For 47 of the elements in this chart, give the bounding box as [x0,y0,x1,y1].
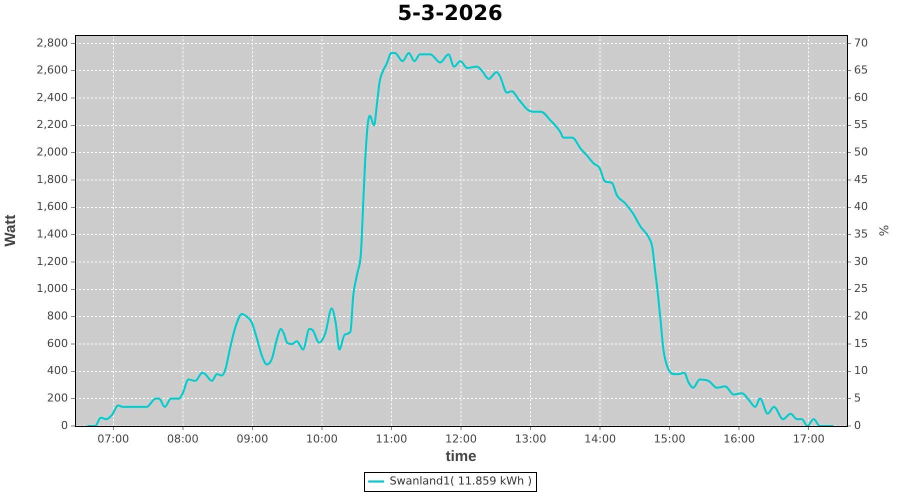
y-tick-label: 800 [47,310,68,323]
y-tick-label: 1,600 [36,200,68,214]
y-tick-label: 1,200 [36,254,68,268]
y2-tick-label: 20 [854,310,868,323]
y2-tick-label: 55 [854,118,868,132]
y2-tick-label: 50 [854,146,868,159]
y-tick-label: 1,400 [36,228,68,241]
y-tick-label: 600 [47,336,68,350]
y2-tick-label: 35 [854,228,868,241]
x-tick-label: 07:00 [97,432,130,446]
y-tick-label: 1,800 [36,172,68,186]
x-tick-label: 11:00 [376,432,408,446]
y2-tick-label: 25 [854,282,868,296]
y2-tick-label: 40 [854,200,868,214]
y2-axis-title: % [876,224,891,236]
x-tick-label: 17:00 [792,432,825,446]
x-tick-label: 16:00 [723,432,756,446]
y2-tick-label: 30 [854,254,868,268]
y-axis-title: Watt [2,214,20,247]
x-tick-label: 13:00 [514,432,546,446]
y-tick-label: 400 [47,364,68,378]
chart-title: 5-3-2026 [397,1,503,26]
y-tick-label: 0 [61,418,68,432]
y2-tick-label: 65 [854,64,868,77]
y2-tick-label: 15 [854,336,868,350]
x-tick-label: 12:00 [445,432,477,446]
y2-tick-label: 70 [854,36,868,50]
y-tick-label: 1,000 [36,282,68,296]
x-tick-label: 09:00 [236,432,268,446]
x-tick-label: 15:00 [654,432,686,446]
x-tick-label: 10:00 [306,432,338,446]
y-tick-label: 2,200 [36,118,68,132]
line-series [87,52,834,426]
y2-tick-label: 5 [854,392,861,405]
y2-tick-label: 10 [854,364,868,378]
y-tick-label: 2,000 [36,146,68,159]
y2-tick-label: 60 [854,90,868,104]
y-tick-label: 2,400 [36,90,68,104]
y2-tick-label: 0 [854,418,861,432]
y2-tick-label: 45 [854,172,868,186]
y-tick-label: 2,600 [36,64,68,77]
y-tick-label: 200 [47,392,68,405]
legend-label: Swanland1( 11.859 kWh ) [390,474,532,488]
x-tick-label: 08:00 [166,432,199,446]
y-tick-label: 2,800 [36,36,68,50]
x-tick-label: 14:00 [584,432,616,446]
x-axis-title: time [446,448,476,466]
